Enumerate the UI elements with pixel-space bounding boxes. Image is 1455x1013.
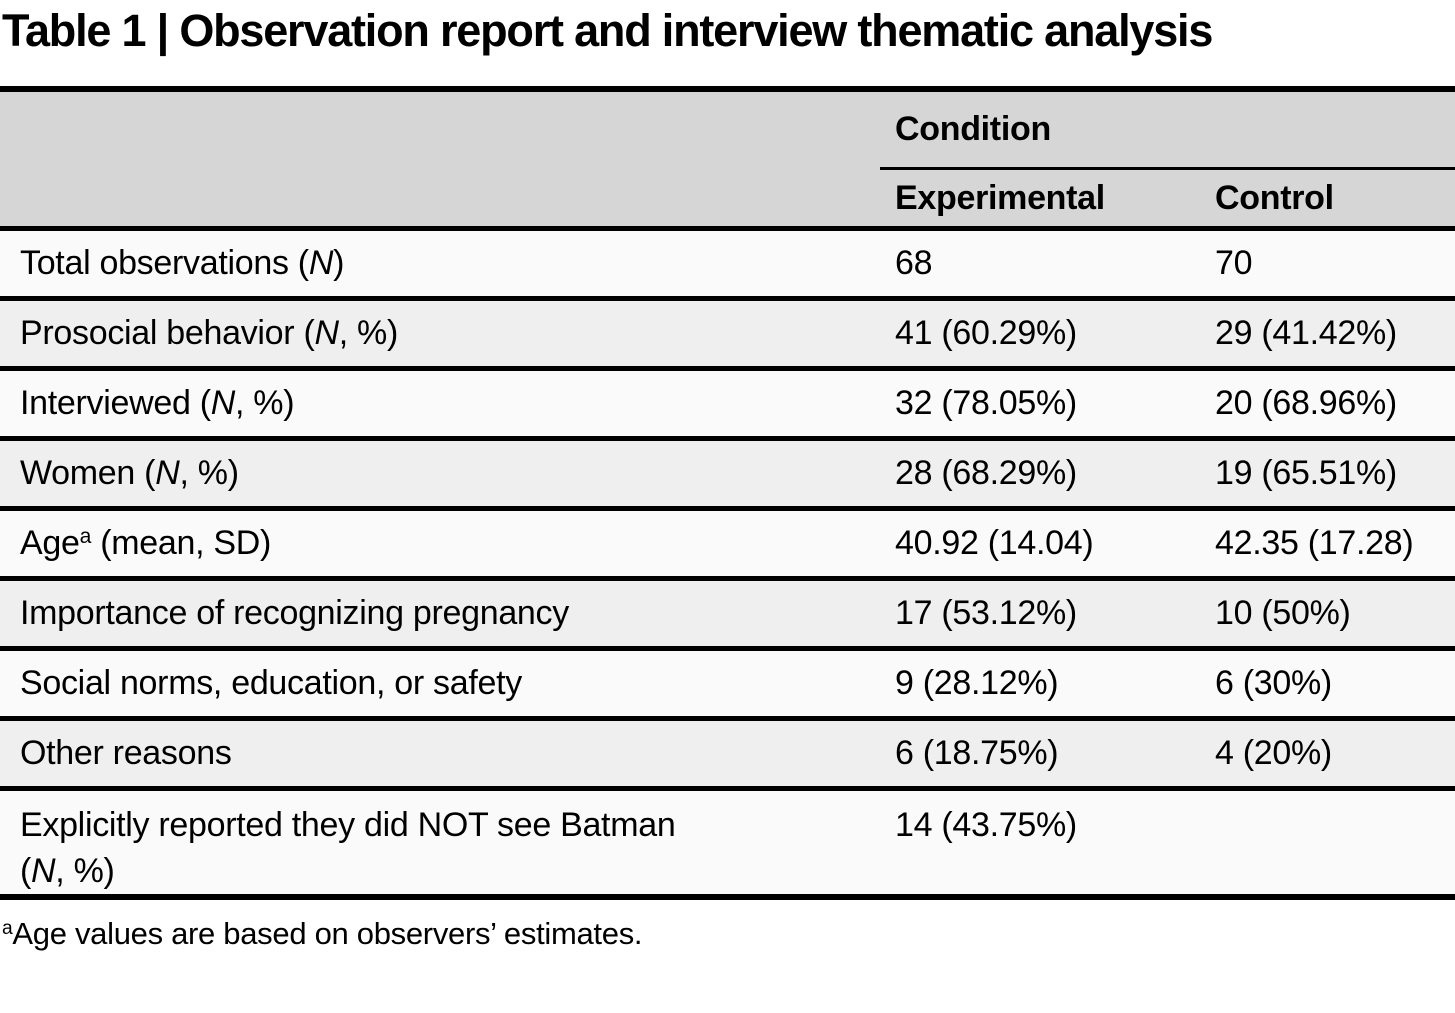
cell-control: 29 (41.42%) xyxy=(1200,298,1455,371)
cell-experimental: 40.92 (14.04) xyxy=(880,508,1200,581)
header-group-row: Condition xyxy=(0,88,1455,170)
row-label: Explicitly reported they did NOT see Bat… xyxy=(0,788,880,901)
column-header-control: Control xyxy=(1200,168,1455,231)
table-body: Total observations (N) 68 70 Prosocial beha… xyxy=(0,228,1455,901)
table-row: Prosocial behavior (N, %) 41 (60.29%) 29 (… xyxy=(0,298,1455,371)
column-header-experimental: Experimental xyxy=(880,168,1200,231)
table-row: Agea (mean, SD) 40.92 (14.04) 42.35 (17.28… xyxy=(0,508,1455,581)
cell-control: 4 (20%) xyxy=(1200,718,1455,791)
column-group-condition: Condition xyxy=(880,88,1455,170)
cell-control: 20 (68.96%) xyxy=(1200,368,1455,441)
row-label: Social norms, education, or safety xyxy=(0,648,880,721)
cell-experimental: 32 (78.05%) xyxy=(880,368,1200,441)
table-row: Importance of recognizing pregnancy 17 (5… xyxy=(0,578,1455,651)
cell-control: 70 xyxy=(1200,228,1455,301)
table-row: Explicitly reported they did NOT see Bat… xyxy=(0,788,1455,901)
header-sub-row: Experimental Control xyxy=(0,168,1455,231)
cell-experimental: 17 (53.12%) xyxy=(880,578,1200,651)
page-title: Table 1 | Observation report and intervi… xyxy=(2,5,1213,56)
footnote: aAge values are based on observers’ esti… xyxy=(2,916,643,952)
row-label: Interviewed (N, %) xyxy=(0,368,880,441)
header-corner-cell xyxy=(0,168,880,231)
cell-control: 19 (65.51%) xyxy=(1200,438,1455,511)
row-label: Women (N, %) xyxy=(0,438,880,511)
row-label: Prosocial behavior (N, %) xyxy=(0,298,880,371)
cell-experimental: 41 (60.29%) xyxy=(880,298,1200,371)
cell-experimental: 28 (68.29%) xyxy=(880,438,1200,511)
table-row: Interviewed (N, %) 32 (78.05%) 20 (68.96%) xyxy=(0,368,1455,441)
cell-control: 10 (50%) xyxy=(1200,578,1455,651)
table-row: Social norms, education, or safety 9 (28.… xyxy=(0,648,1455,721)
cell-experimental: 14 (43.75%) xyxy=(880,788,1200,901)
table-header: Condition Experimental Control xyxy=(0,88,1455,231)
table-row: Total observations (N) 68 70 xyxy=(0,228,1455,301)
cell-control xyxy=(1200,788,1455,901)
row-label: Other reasons xyxy=(0,718,880,791)
cell-experimental: 68 xyxy=(880,228,1200,301)
cell-experimental: 6 (18.75%) xyxy=(880,718,1200,791)
page: Table 1 | Observation report and intervi… xyxy=(0,5,1455,952)
row-label: Agea (mean, SD) xyxy=(0,508,880,581)
cell-control: 6 (30%) xyxy=(1200,648,1455,721)
row-label: Total observations (N) xyxy=(0,228,880,301)
data-table: Condition Experimental Control Total obs… xyxy=(0,85,1455,901)
table-row: Women (N, %) 28 (68.29%) 19 (65.51%) xyxy=(0,438,1455,511)
table-row: Other reasons 6 (18.75%) 4 (20%) xyxy=(0,718,1455,791)
header-corner-cell xyxy=(0,88,880,169)
row-label: Importance of recognizing pregnancy xyxy=(0,578,880,651)
cell-control: 42.35 (17.28) xyxy=(1200,508,1455,581)
cell-experimental: 9 (28.12%) xyxy=(880,648,1200,721)
